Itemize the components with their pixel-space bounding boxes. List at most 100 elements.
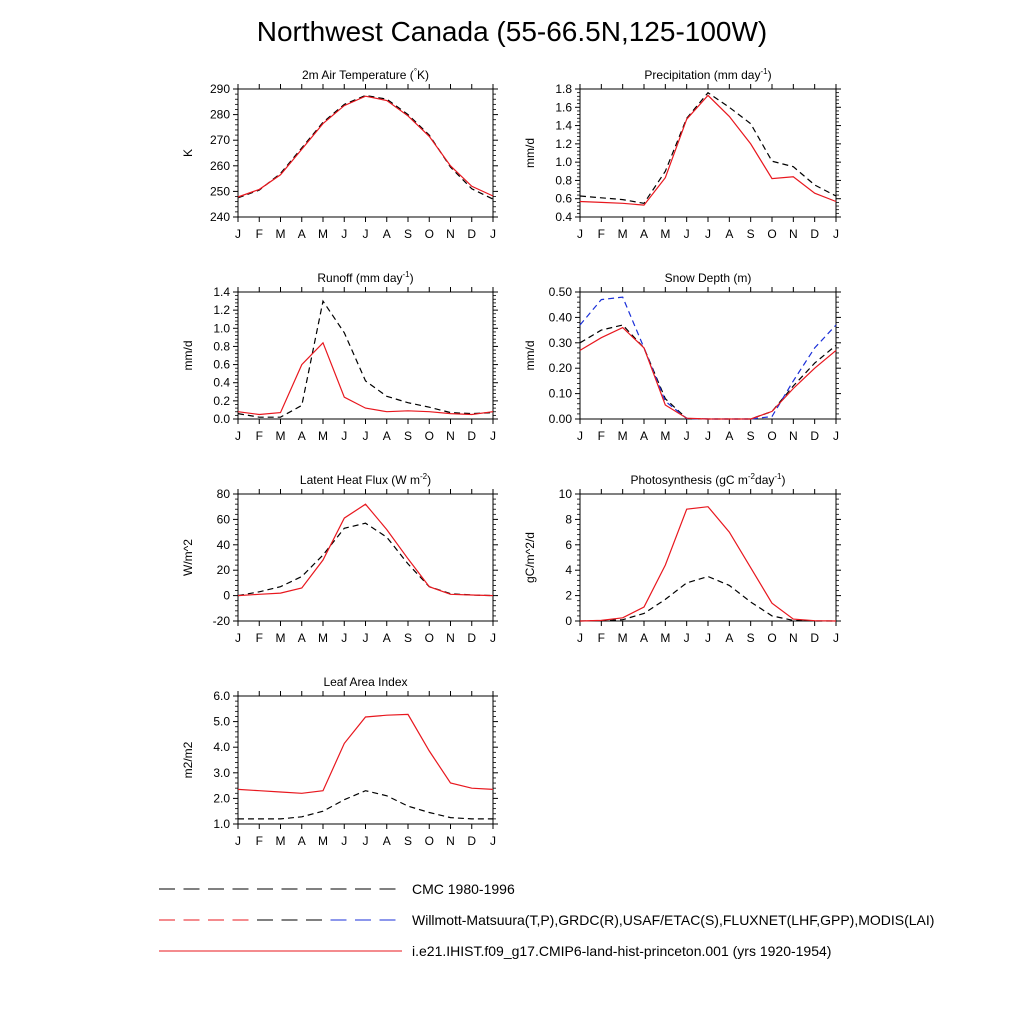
x-tick-label: F (598, 631, 605, 645)
panel-0-ylabel: K (181, 149, 195, 157)
x-tick-label: A (725, 631, 733, 645)
x-tick-label: J (684, 429, 690, 443)
x-tick-label: J (833, 429, 839, 443)
x-tick-label: A (725, 429, 733, 443)
y-tick-label: 0.20 (549, 361, 573, 375)
x-tick-label: O (767, 429, 776, 443)
x-tick-label: J (363, 631, 369, 645)
x-tick-label: O (425, 631, 434, 645)
x-tick-label: J (363, 429, 369, 443)
y-tick-label: 0.6 (213, 358, 230, 372)
y-tick-label: 290 (210, 82, 230, 96)
y-tick-label: 0.6 (555, 192, 572, 206)
panel-5-ylabel: gC/m^2/d (523, 532, 537, 583)
x-tick-label: J (833, 227, 839, 241)
y-tick-label: 0.2 (213, 394, 230, 408)
x-tick-label: M (318, 631, 328, 645)
y-tick-label: 1.0 (555, 155, 572, 169)
x-tick-label: A (383, 631, 391, 645)
panel-6-series-0 (238, 790, 493, 820)
x-tick-label: M (618, 227, 628, 241)
y-tick-label: 1.0 (213, 817, 230, 831)
y-tick-label: 6.0 (213, 689, 230, 703)
panel-5-title: Photosynthesis (gC m-2day-1) (631, 472, 786, 487)
panel-2: J F M A M J J A S O N D J0.00.20.40.60.81.01.21.4mm/… (181, 270, 498, 443)
x-tick-label: F (598, 227, 605, 241)
x-tick-label: J (341, 834, 347, 848)
x-tick-label: M (660, 227, 670, 241)
x-tick-label: M (276, 227, 286, 241)
x-tick-label: J (684, 631, 690, 645)
x-tick-label: J (833, 631, 839, 645)
x-tick-label: J (684, 227, 690, 241)
x-tick-label: M (276, 834, 286, 848)
x-tick-label: F (598, 429, 605, 443)
x-tick-label: A (298, 834, 306, 848)
x-tick-label: M (618, 429, 628, 443)
panel-0-frame (237, 88, 494, 218)
x-tick-label: S (747, 631, 755, 645)
panel-6: J F M A M J J A S O N D J1.02.03.04.05.06.0m2/m2Leaf… (181, 675, 498, 848)
x-tick-label: A (298, 227, 306, 241)
panel-1-frame (579, 88, 837, 218)
y-tick-label: 3.0 (213, 766, 230, 780)
panel-4-ylabel: W/m^2 (181, 539, 195, 576)
y-tick-label: 0 (223, 589, 230, 603)
panel-4-frame (237, 493, 494, 622)
panel-3-frame (579, 291, 837, 420)
x-tick-label: S (404, 834, 412, 848)
x-tick-label: A (383, 227, 391, 241)
panel-1-series-0 (579, 91, 837, 204)
y-tick-label: 20 (217, 563, 231, 577)
y-tick-label: 1.8 (555, 82, 572, 96)
panel-4-series-1 (237, 503, 494, 597)
x-tick-label: D (467, 429, 476, 443)
x-tick-label: A (640, 429, 648, 443)
x-tick-label: J (577, 429, 583, 443)
x-tick-label: S (747, 227, 755, 241)
y-tick-label: 0.40 (549, 310, 573, 324)
panel-1-ylabel: mm/d (523, 138, 537, 168)
x-tick-label: M (318, 834, 328, 848)
y-tick-label: 1.4 (213, 285, 230, 299)
y-tick-label: 0.0 (213, 412, 230, 426)
x-tick-label: N (446, 227, 455, 241)
y-tick-label: 1.0 (213, 321, 230, 335)
y-tick-label: 260 (210, 159, 230, 173)
x-tick-label: J (341, 631, 347, 645)
x-tick-label: J (705, 631, 711, 645)
x-tick-label: J (235, 429, 241, 443)
panel-1-series-1 (579, 94, 837, 206)
panel-3-series-1 (579, 296, 837, 420)
x-tick-label: N (789, 429, 798, 443)
y-tick-label: 1.2 (213, 303, 230, 317)
x-tick-label: J (705, 227, 711, 241)
y-tick-label: 250 (210, 184, 230, 198)
x-tick-label: N (446, 429, 455, 443)
panel-5-frame (579, 493, 837, 622)
x-tick-label: O (425, 834, 434, 848)
y-tick-label: 40 (217, 538, 231, 552)
x-tick-label: M (660, 631, 670, 645)
x-tick-label: D (810, 429, 819, 443)
y-tick-label: 0.4 (213, 376, 230, 390)
panel-2-series-1 (237, 341, 494, 416)
panel-3-title: Snow Depth (m) (665, 271, 752, 285)
panel-5-series-0 (579, 575, 836, 622)
y-tick-label: 0.00 (549, 412, 573, 426)
x-tick-label: M (318, 429, 328, 443)
x-tick-label: D (467, 834, 476, 848)
x-tick-label: A (298, 429, 306, 443)
x-tick-label: M (660, 429, 670, 443)
panel-4-title: Latent Heat Flux (W m-2) (300, 472, 431, 487)
panel-3: J F M A M J J A S O N D J0.000.100.200.300.400.50mm/… (523, 271, 841, 443)
panel-3-series-0 (579, 324, 837, 420)
x-tick-label: S (404, 631, 412, 645)
y-tick-label: 4 (565, 563, 572, 577)
y-tick-label: 2 (565, 589, 572, 603)
y-tick-label: 0 (565, 614, 572, 628)
x-tick-label: J (577, 631, 583, 645)
y-tick-label: 1.6 (555, 100, 572, 114)
